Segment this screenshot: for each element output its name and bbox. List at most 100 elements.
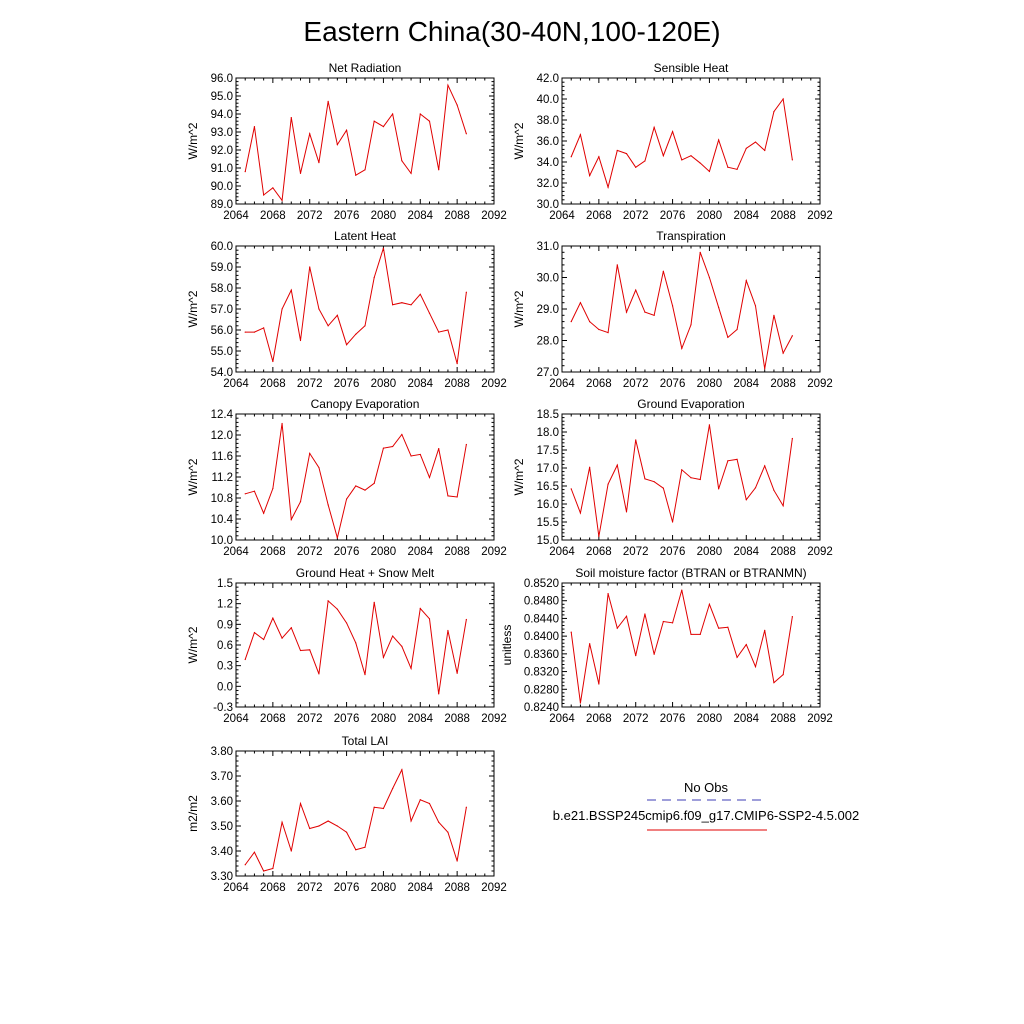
data-point	[345, 344, 348, 346]
data-point	[671, 130, 674, 133]
data-point	[364, 325, 366, 327]
data-point	[401, 645, 403, 647]
data-point	[281, 422, 283, 425]
x-tick-label: 2064	[549, 210, 575, 222]
y-axis-label: W/m^2	[186, 290, 200, 327]
data-point	[644, 160, 646, 162]
y-tick-label: 18.5	[537, 409, 559, 421]
data-point	[699, 633, 701, 635]
data-point	[364, 489, 366, 491]
y-tick-label: 1.5	[217, 578, 233, 590]
x-tick-label: 2092	[481, 546, 507, 558]
panel-title: Soil moisture factor (BTRAN or BTRANMN)	[575, 566, 806, 580]
x-tick-label: 2092	[807, 378, 833, 390]
y-tick-label: 3.60	[211, 796, 233, 808]
data-point	[272, 867, 274, 870]
series-line	[570, 589, 793, 704]
chart-panel-6: 2064 2068 2072 2076 2080 2084 2088 2092 15.0 15.5…	[512, 397, 833, 558]
chart-panel-7: 2064 2068 2072 2076 2080 2084 2088 2092 -0.3 0.0 0…	[186, 566, 507, 725]
y-tick-label: 57.0	[211, 304, 233, 316]
chart-panel-2: 2064 2068 2072 2076 2080 2084 2088 2092 30.0 32.0…	[512, 61, 833, 222]
data-point	[782, 505, 784, 507]
data-point	[773, 682, 775, 684]
x-tick-label: 2088	[770, 546, 796, 558]
data-point	[662, 270, 664, 272]
data-point	[662, 620, 664, 623]
data-point	[345, 498, 348, 500]
data-point	[570, 631, 572, 633]
y-tick-label: 3.80	[211, 746, 233, 758]
y-tick-label: 91.0	[211, 163, 233, 175]
data-point	[410, 820, 412, 822]
x-tick-label: 2092	[807, 546, 833, 558]
data-point	[681, 589, 683, 591]
data-point	[447, 495, 449, 497]
data-point	[272, 487, 274, 490]
x-tick-label: 2092	[807, 713, 833, 725]
data-point	[299, 802, 302, 805]
y-tick-label: 0.8320	[524, 667, 559, 679]
y-tick-label: 15.0	[537, 535, 559, 547]
x-tick-label: 2084	[407, 378, 433, 390]
data-point	[465, 806, 467, 808]
y-tick-label: 59.0	[211, 262, 233, 274]
data-point	[456, 860, 458, 862]
x-tick-label: 2064	[223, 210, 249, 222]
data-point	[244, 658, 246, 661]
data-point	[782, 674, 784, 676]
data-point	[616, 264, 618, 266]
data-point	[355, 642, 357, 644]
data-point	[438, 169, 440, 171]
x-tick-label: 2068	[260, 378, 286, 390]
x-tick-label: 2084	[407, 210, 433, 222]
data-point	[754, 305, 757, 307]
data-point	[607, 483, 609, 485]
x-tick-label: 2068	[260, 882, 286, 894]
data-point	[607, 332, 609, 334]
data-point	[373, 601, 375, 603]
y-tick-label: 0.8480	[524, 596, 559, 608]
y-tick-label: 56.0	[211, 325, 233, 337]
data-point	[644, 478, 646, 480]
y-tick-label: 42.0	[537, 73, 559, 85]
data-point	[653, 481, 655, 483]
y-tick-label: 93.0	[211, 127, 233, 139]
data-point	[690, 155, 692, 157]
chart-panel-1: 2064 2068 2072 2076 2080 2084 2088 2092 89.0 90.0…	[186, 61, 507, 222]
data-point	[465, 291, 467, 293]
data-point	[419, 799, 421, 801]
legend-label-model: b.e21.BSSP245cmip6.f09_g17.CMIP6-SSP2-4.…	[553, 808, 859, 823]
data-point	[727, 460, 729, 462]
data-point	[727, 166, 729, 168]
x-tick-label: 2068	[586, 546, 612, 558]
panel-title: Total LAI	[342, 734, 389, 748]
data-point	[708, 603, 711, 605]
data-point	[754, 487, 757, 489]
data-point	[419, 293, 421, 295]
data-point	[355, 485, 357, 487]
data-point	[699, 251, 701, 253]
y-tick-label: 60.0	[211, 241, 233, 253]
data-point	[662, 487, 664, 489]
data-point	[428, 618, 431, 620]
panel-title: Ground Evaporation	[637, 397, 744, 411]
data-point	[309, 133, 311, 135]
data-point	[253, 331, 256, 333]
data-point	[318, 466, 320, 469]
series-line	[570, 424, 793, 537]
data-point	[382, 656, 385, 659]
data-point	[671, 622, 674, 624]
data-point	[309, 827, 311, 830]
data-point	[635, 655, 637, 657]
x-tick-label: 2076	[660, 210, 686, 222]
data-point	[653, 126, 655, 128]
y-tick-label: 0.8440	[524, 613, 559, 625]
data-point	[579, 302, 582, 304]
data-point	[438, 331, 440, 333]
y-tick-label: 54.0	[211, 367, 233, 379]
x-tick-label: 2080	[697, 713, 723, 725]
data-point	[318, 308, 320, 310]
x-tick-label: 2068	[260, 210, 286, 222]
x-tick-label: 2084	[733, 713, 759, 725]
